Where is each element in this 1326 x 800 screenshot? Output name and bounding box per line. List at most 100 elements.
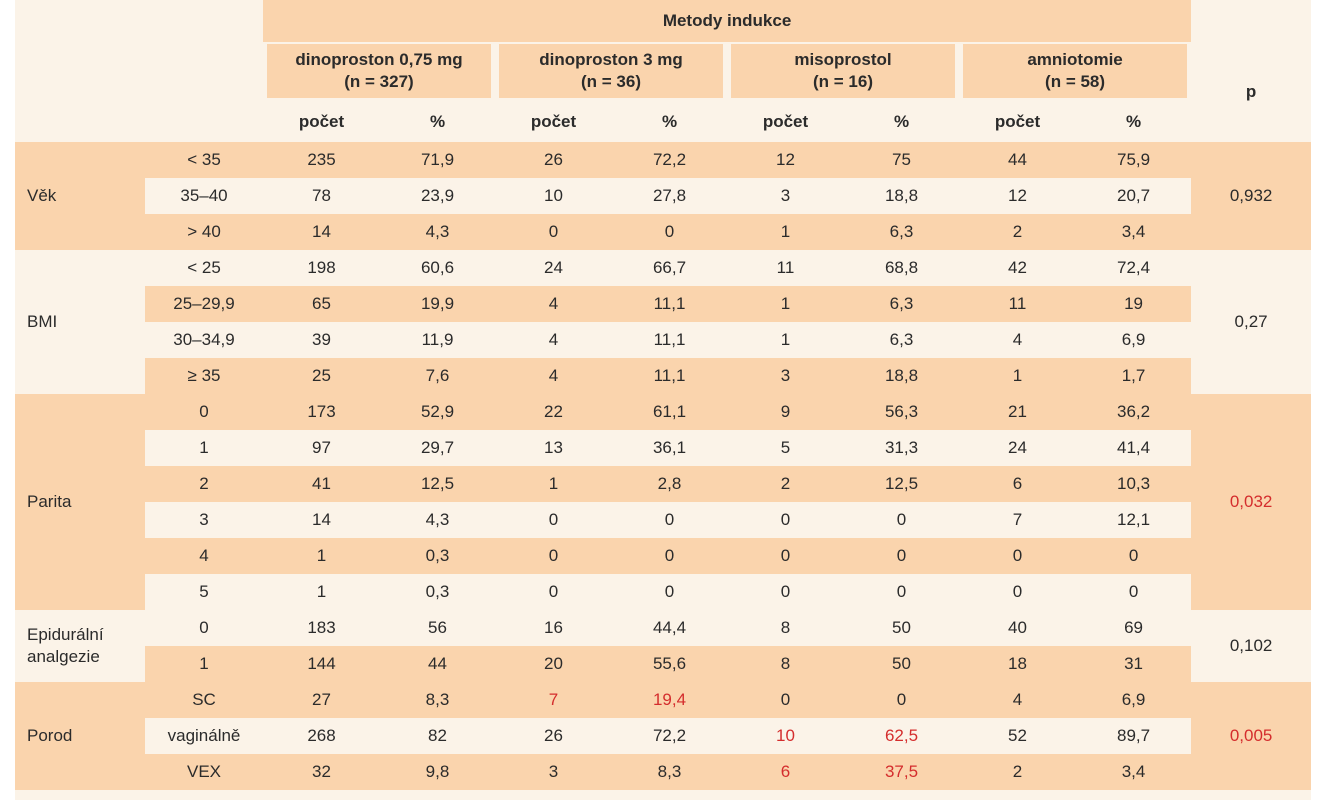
cell-percent: 52,9 xyxy=(380,394,495,430)
cell-count: 1 xyxy=(263,574,380,610)
header-row-subheaders: počet % počet % počet % počet % xyxy=(15,102,1311,142)
cell-count: 40 xyxy=(959,610,1076,646)
cell-percent: 89,7 xyxy=(1076,718,1192,754)
cell-percent: 0 xyxy=(612,502,727,538)
table-row: Porod SC 27 8,3 7 19,4 0 0 4 6,9 0,005 xyxy=(15,682,1312,790)
cell-count: 22 xyxy=(495,394,612,430)
cell-count: 7 xyxy=(495,682,612,718)
cell-count: 4 xyxy=(959,322,1076,358)
cell-count: 14 xyxy=(263,214,380,250)
cell-percent: 6,3 xyxy=(844,322,959,358)
cell-count: 44 xyxy=(959,142,1076,178)
cell-count: 1 xyxy=(263,538,380,574)
cell-count: 12 xyxy=(727,142,844,178)
row-subcategory: 2 xyxy=(145,466,263,502)
cell-percent: 6,3 xyxy=(844,214,959,250)
cell-percent: 0 xyxy=(1076,538,1192,574)
cell-percent: 8,3 xyxy=(612,754,727,790)
cell-count: 4 xyxy=(495,358,612,394)
cell-count: 0 xyxy=(727,538,844,574)
cell-percent: 41,4 xyxy=(1076,430,1192,466)
cell-count: 39 xyxy=(263,322,380,358)
cell-percent: 66,7 xyxy=(612,250,727,286)
cell-percent: 0,3 xyxy=(380,538,495,574)
cell-percent: 61,1 xyxy=(612,394,727,430)
cell-percent: 11,9 xyxy=(380,322,495,358)
row-category: BMI xyxy=(15,250,145,394)
cell-percent: 23,9 xyxy=(380,178,495,214)
cell-count: 235 xyxy=(263,142,380,178)
cell-count: 5 xyxy=(727,430,844,466)
cell-percent: 72,2 xyxy=(612,718,727,754)
table-row: Parita 0 173 52,9 22 61,1 9 56,3 21 36,2 0,032 xyxy=(15,394,1312,610)
row-subcategory: 3 xyxy=(145,502,263,538)
cell-count: 0 xyxy=(495,502,612,538)
cell-percent: 75,9 xyxy=(1076,142,1192,178)
cell-percent: 19,4 xyxy=(612,682,727,718)
induction-methods-table: Metody indukce dinoproston 0,75 mg (n = 3… xyxy=(15,0,1312,790)
cell-percent: 0 xyxy=(612,214,727,250)
cell-percent: 56 xyxy=(380,610,495,646)
cell-count: 2 xyxy=(959,214,1076,250)
cell-percent: 6,9 xyxy=(1076,322,1192,358)
cell-percent: 55,6 xyxy=(612,646,727,682)
cell-percent: 82 xyxy=(380,718,495,754)
cell-percent: 11,1 xyxy=(612,358,727,394)
cell-count: 41 xyxy=(263,466,380,502)
row-subcategory: 35–40 xyxy=(145,178,263,214)
group-header: Metody indukce xyxy=(263,0,1192,42)
cell-percent: 37,5 xyxy=(844,754,959,790)
cell-count: 0 xyxy=(727,574,844,610)
cell-count: 3 xyxy=(727,178,844,214)
subheader-percent: % xyxy=(844,102,959,142)
cell-count: 0 xyxy=(727,502,844,538)
cell-count: 6 xyxy=(959,466,1076,502)
cell-count: 2 xyxy=(727,466,844,502)
subheader-percent: % xyxy=(1076,102,1192,142)
cell-count: 1 xyxy=(727,322,844,358)
table-row: vaginálně 268 82 26 72,2 10 62,5 52 89,7 xyxy=(15,718,1311,754)
cell-percent: 31,3 xyxy=(844,430,959,466)
method-header: dinoproston 0,75 mg (n = 327) xyxy=(263,42,495,102)
row-subcategory: < 35 xyxy=(145,142,263,178)
cell-count: 0 xyxy=(495,574,612,610)
cell-percent: 44,4 xyxy=(612,610,727,646)
table-row: VEX 32 9,8 3 8,3 6 37,5 2 3,4 xyxy=(15,754,1311,790)
cell-percent: 29,7 xyxy=(380,430,495,466)
p-value: 0,032 xyxy=(1191,394,1312,610)
cell-percent: 8,3 xyxy=(380,682,495,718)
cell-count: 183 xyxy=(263,610,380,646)
method-header: misoprostol (n = 16) xyxy=(727,42,959,102)
cell-count: 4 xyxy=(495,322,612,358)
cell-count: 0 xyxy=(495,538,612,574)
cell-percent: 0 xyxy=(844,574,959,610)
cell-count: 26 xyxy=(495,718,612,754)
cell-percent: 44 xyxy=(380,646,495,682)
subheader-count: počet xyxy=(959,102,1076,142)
row-subcategory: < 25 xyxy=(145,250,263,286)
row-subcategory: VEX xyxy=(145,754,263,790)
subheader-count: počet xyxy=(727,102,844,142)
cell-percent: 19,9 xyxy=(380,286,495,322)
table-row: 5 1 0,3 0 0 0 0 0 0 xyxy=(15,574,1311,610)
row-category: Věk xyxy=(15,142,145,250)
p-value: 0,27 xyxy=(1191,250,1312,394)
cell-percent: 4,3 xyxy=(380,214,495,250)
cell-percent: 12,5 xyxy=(380,466,495,502)
cell-count: 20 xyxy=(495,646,612,682)
cell-percent: 50 xyxy=(844,610,959,646)
row-category: Epidurální analgezie xyxy=(15,610,145,682)
cell-percent: 11,1 xyxy=(612,286,727,322)
cell-percent: 18,8 xyxy=(844,358,959,394)
table-row: 3 14 4,3 0 0 0 0 7 12,1 xyxy=(15,502,1311,538)
p-header: p xyxy=(1191,42,1312,142)
cell-percent: 0 xyxy=(612,538,727,574)
header-row-methods: dinoproston 0,75 mg (n = 327) dinoproston… xyxy=(15,42,1312,142)
cell-percent: 6,9 xyxy=(1076,682,1192,718)
cell-percent: 2,8 xyxy=(612,466,727,502)
cell-percent: 56,3 xyxy=(844,394,959,430)
cell-percent: 10,3 xyxy=(1076,466,1192,502)
cell-count: 21 xyxy=(959,394,1076,430)
cell-count: 1 xyxy=(727,286,844,322)
data-table-panel: Metody indukce dinoproston 0,75 mg (n = 3… xyxy=(15,0,1312,800)
